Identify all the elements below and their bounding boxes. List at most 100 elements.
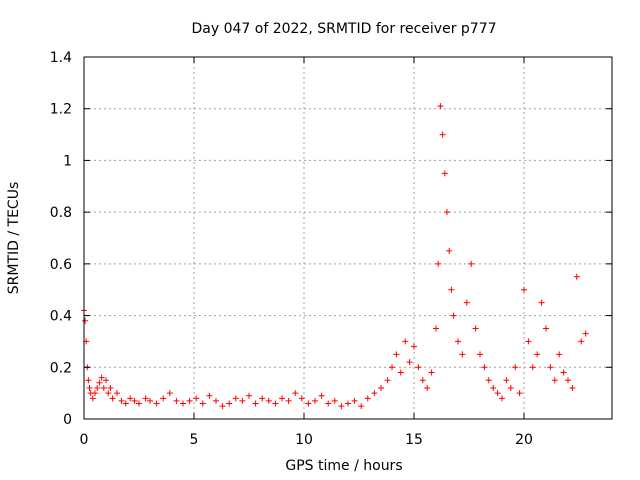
data-point [131, 397, 138, 404]
data-point [435, 260, 442, 267]
data-point [136, 400, 142, 407]
x-tick-label: 5 [190, 432, 199, 448]
y-tick-label: 0.4 [50, 309, 72, 325]
data-point [582, 330, 589, 337]
data-point [441, 170, 448, 177]
data-point [100, 384, 107, 391]
data-point [472, 325, 479, 332]
data-point [338, 403, 345, 410]
data-point [406, 359, 413, 366]
data-point [246, 392, 252, 399]
data-point [529, 364, 536, 371]
data-point [265, 397, 272, 404]
data-point [98, 374, 105, 381]
data-point [419, 377, 426, 384]
data-point [384, 377, 391, 384]
data-point [448, 286, 455, 293]
data-point [96, 379, 103, 386]
data-point [437, 103, 444, 110]
data-point [560, 369, 567, 376]
y-tick-label: 1.4 [50, 50, 72, 66]
data-point [507, 384, 514, 391]
data-point [180, 400, 186, 407]
data-point [428, 369, 435, 376]
data-point [206, 392, 213, 399]
data-point [494, 390, 501, 397]
data-point [556, 351, 563, 358]
data-point [415, 364, 422, 371]
data-point [259, 395, 266, 402]
data-point [285, 397, 292, 404]
x-tick-label: 15 [405, 432, 423, 448]
data-point [551, 377, 558, 384]
data-point [378, 384, 384, 391]
data-point [226, 400, 233, 407]
data-point [565, 377, 571, 384]
data-point [85, 377, 92, 384]
y-tick-label: 1 [63, 153, 72, 169]
data-point [292, 390, 299, 397]
data-point [446, 247, 453, 254]
data-point [351, 397, 358, 404]
data-point [534, 351, 541, 358]
y-tick-label: 0.2 [50, 360, 72, 376]
data-point [193, 395, 200, 402]
tick-layer: 0 0.2 0.4 0.6 0.8 1 1.2 1.4 0 5 10 15 20 [50, 50, 612, 448]
data-point [239, 397, 246, 404]
data-point [499, 395, 505, 402]
data-point [186, 397, 193, 404]
data-point [468, 260, 475, 267]
data-point [252, 400, 259, 407]
data-point [107, 384, 114, 391]
data-point [118, 397, 125, 404]
data-point [298, 395, 305, 402]
data-point [147, 397, 153, 404]
data-point [166, 390, 173, 397]
x-tick-label: 0 [80, 432, 89, 448]
data-point [318, 392, 325, 399]
y-tick-label: 0.6 [50, 257, 72, 273]
data-point [82, 317, 89, 324]
data-point [538, 299, 545, 306]
plot-frame [83, 56, 613, 420]
data-point [114, 390, 120, 397]
data-point [485, 377, 492, 384]
data-point [122, 400, 129, 407]
data-point [86, 384, 93, 391]
data-point [89, 395, 96, 402]
data-point [393, 351, 400, 358]
data-point [433, 325, 439, 332]
data-point [279, 395, 285, 402]
data-point [371, 390, 378, 397]
data-point [397, 369, 404, 376]
data-point [127, 395, 134, 402]
data-point [103, 377, 109, 384]
data-point [232, 395, 239, 402]
data-point [547, 364, 554, 371]
y-tick-label: 0 [63, 412, 72, 428]
data-point [364, 395, 371, 402]
data-point [213, 397, 219, 404]
data-point [94, 384, 101, 391]
data-point [521, 286, 527, 293]
data-point [525, 338, 532, 345]
data-point [543, 325, 549, 332]
data-point [455, 338, 461, 345]
data-point [272, 400, 279, 407]
data-point [516, 390, 523, 397]
data-point [160, 395, 167, 402]
data-point [573, 273, 580, 280]
data-point [345, 400, 351, 407]
chart-title: Day 047 of 2022, SRMTID for receiver p77… [191, 21, 496, 37]
y-axis-label: SRMTID / TECUs [6, 182, 22, 295]
data-point [389, 364, 395, 371]
data-point [199, 400, 206, 407]
data-point [481, 364, 488, 371]
data-point [105, 390, 112, 397]
data-point [305, 400, 312, 407]
data-point [459, 351, 466, 358]
data-point [450, 312, 457, 319]
data-point [402, 338, 409, 345]
